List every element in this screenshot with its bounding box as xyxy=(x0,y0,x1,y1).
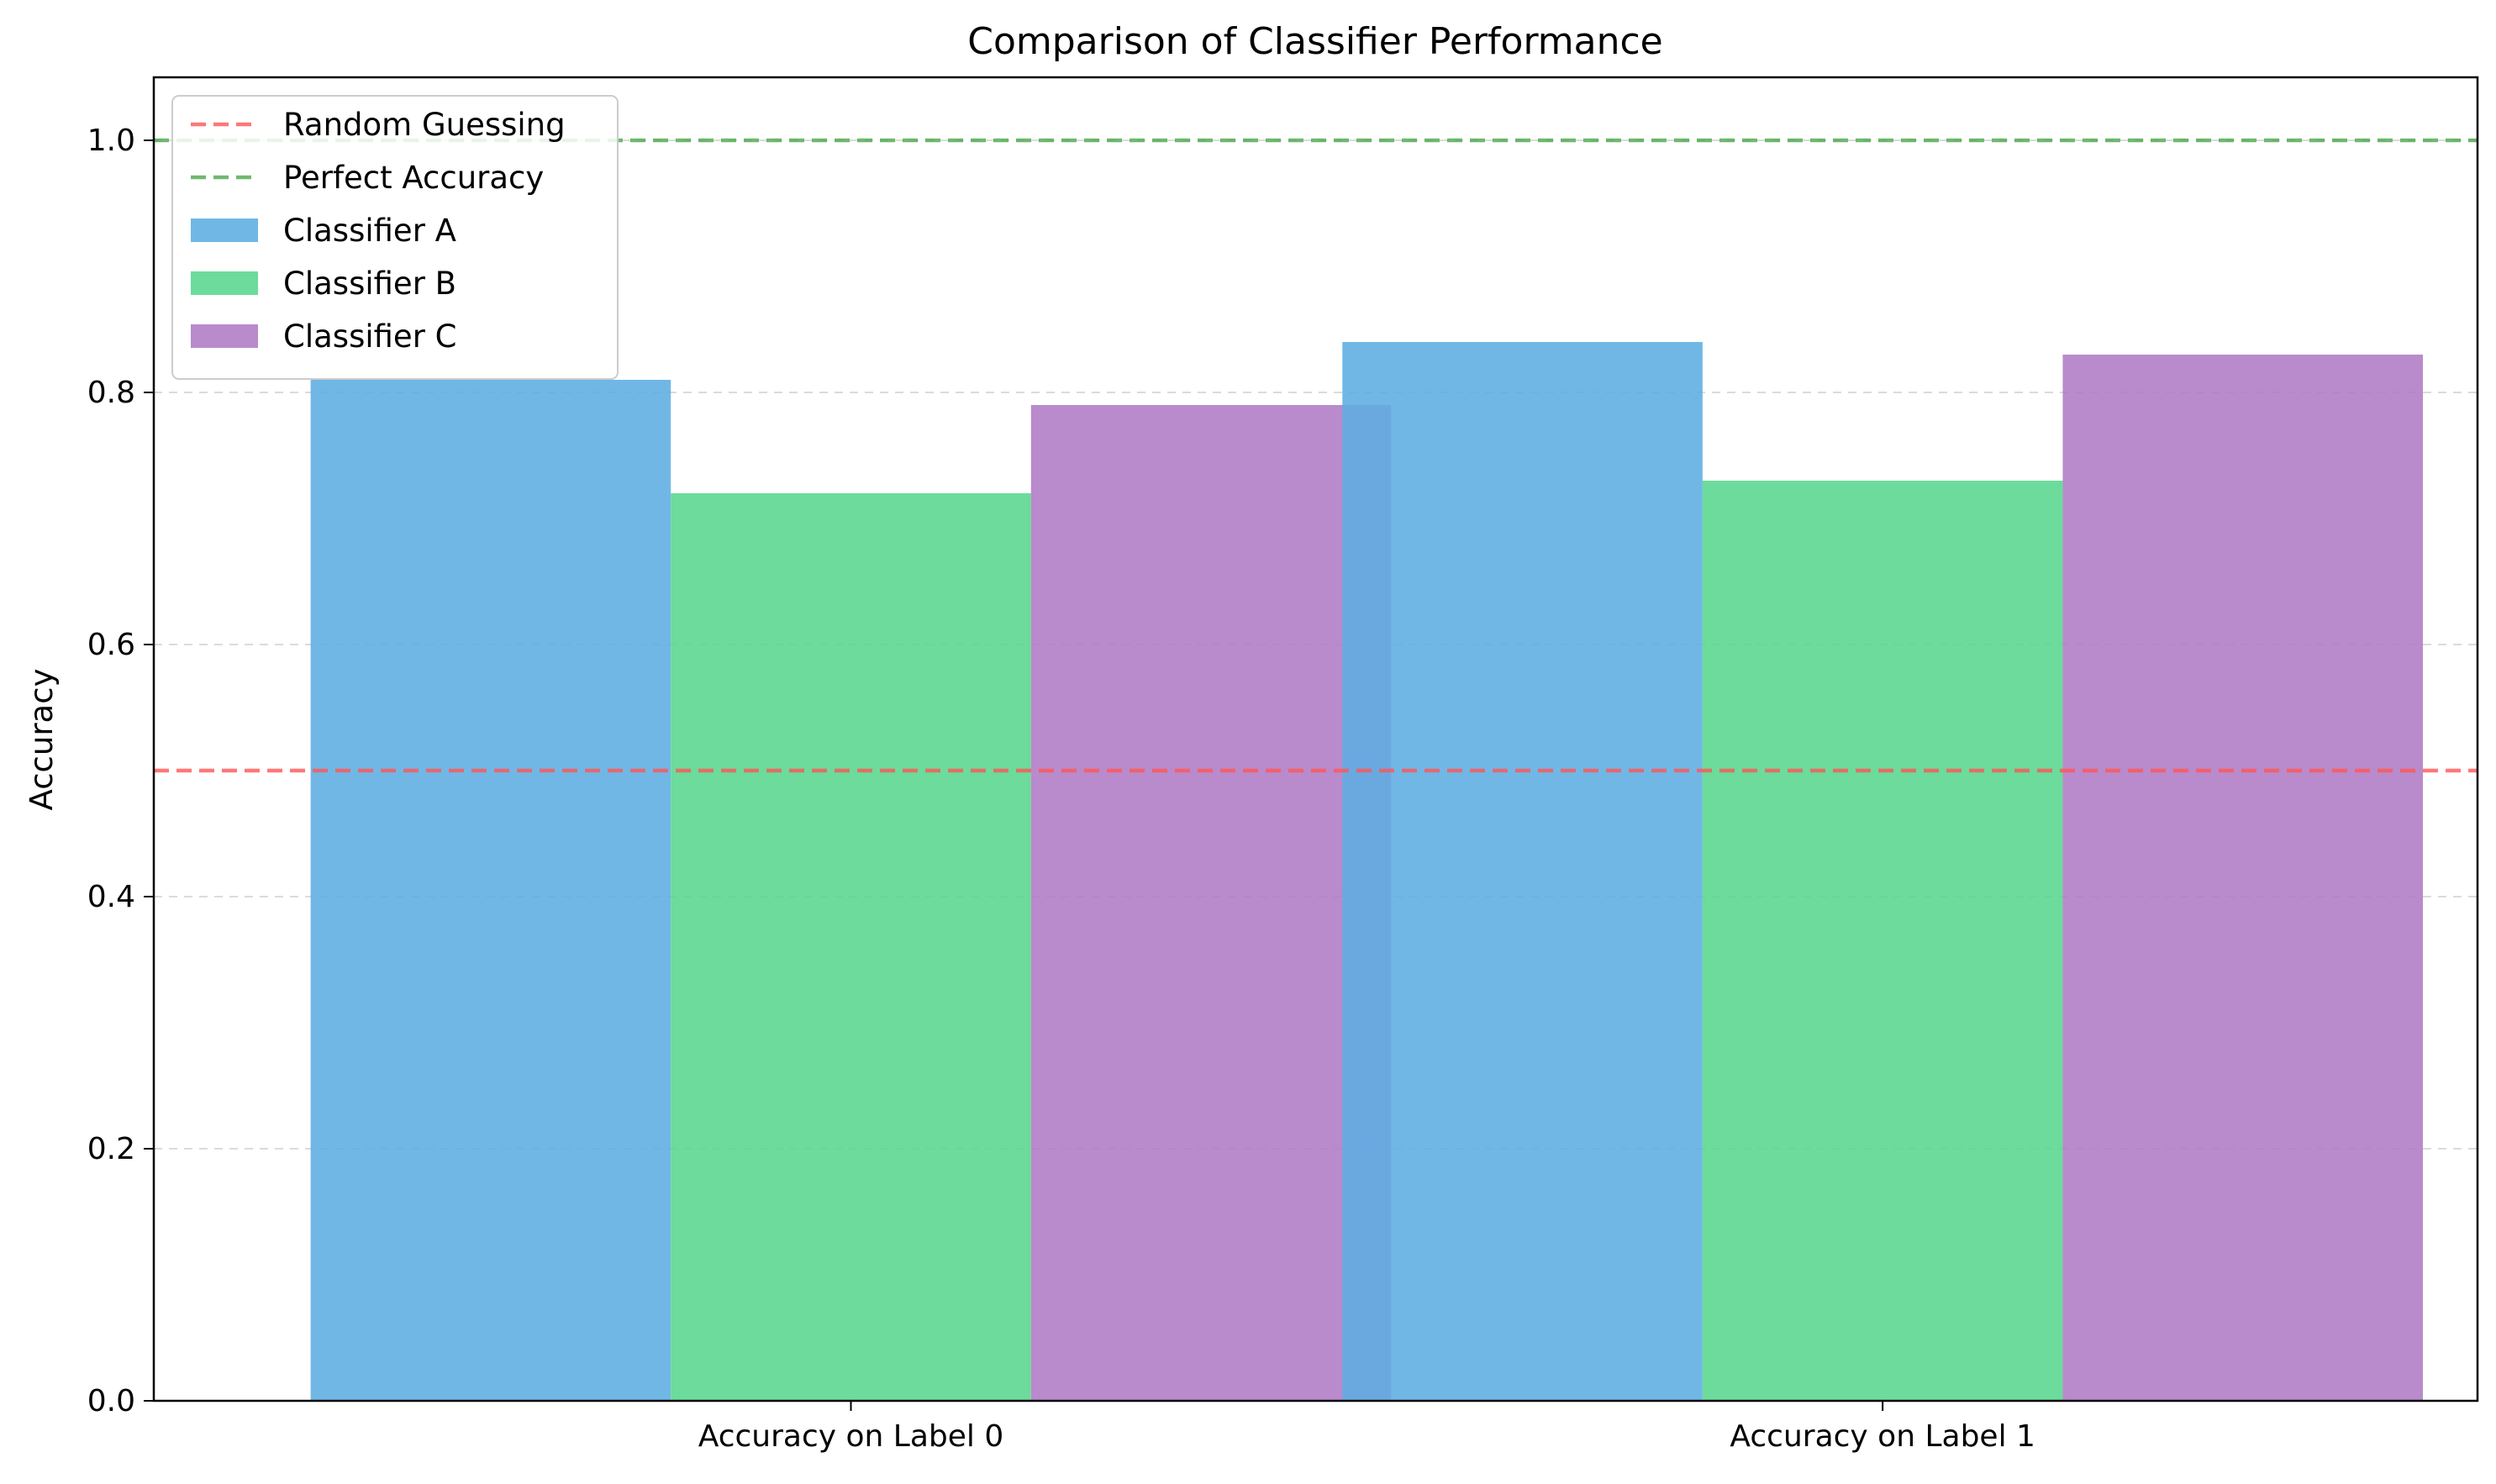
y-tick-label: 0.4 xyxy=(87,880,135,914)
legend-color-swatch xyxy=(191,271,258,295)
legend-label: Classifier A xyxy=(283,213,456,249)
legend-label: Classifier B xyxy=(283,266,456,302)
bar xyxy=(671,493,1031,1401)
bars xyxy=(310,342,2424,1401)
y-tick-label: 0.0 xyxy=(87,1384,135,1418)
bar xyxy=(310,380,671,1401)
legend-label: Classifier C xyxy=(283,318,457,355)
y-tick-label: 0.2 xyxy=(87,1132,135,1166)
chart-title: Comparison of Classifier Performance xyxy=(967,20,1663,63)
bar xyxy=(1702,481,2063,1401)
legend-label: Perfect Accuracy xyxy=(283,160,544,196)
legend-box xyxy=(171,95,619,380)
bar xyxy=(1342,342,1703,1401)
legend-color-swatch xyxy=(191,324,258,348)
axes: 0.0 0.2 0.4 0.6 0.8 1.0 Accuracy on Label 0 Acc… xyxy=(87,76,2479,1454)
y-tick-label: 0.6 xyxy=(87,628,135,662)
plot-frame xyxy=(152,76,2479,1402)
x-tick-label: Accuracy on Label 1 xyxy=(1730,1419,2035,1454)
legend-label: Random Guessing xyxy=(283,107,566,143)
y-tick-label: 1.0 xyxy=(87,124,135,158)
y-axis-label: Accuracy xyxy=(24,669,60,811)
x-tick-label: Accuracy on Label 0 xyxy=(698,1419,1004,1454)
legend: Random Guessing Perfect Accuracy Classifie… xyxy=(171,95,619,380)
bar xyxy=(2062,355,2424,1401)
y-tick-label: 0.8 xyxy=(87,376,135,410)
bar xyxy=(1030,405,1392,1401)
legend-color-swatch xyxy=(191,218,258,242)
